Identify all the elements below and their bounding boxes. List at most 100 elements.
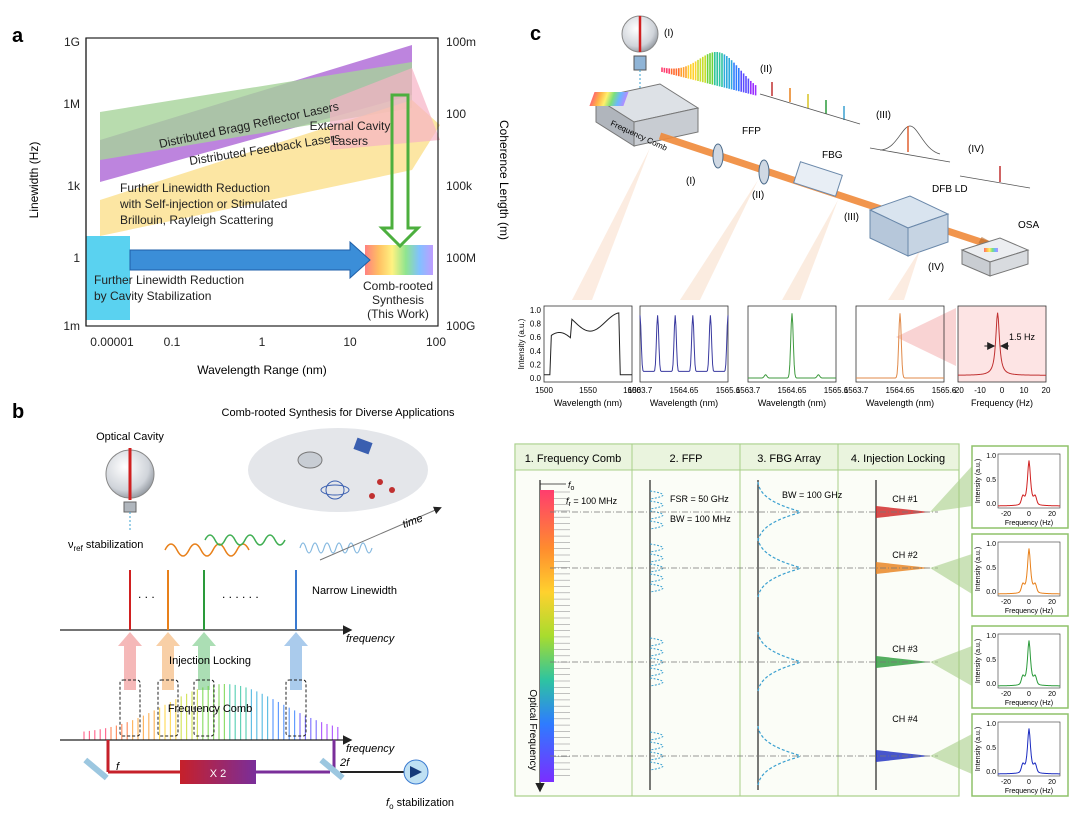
plot-y-tick: 0.2 (530, 360, 542, 369)
inset-y-tick: 1.0 (986, 541, 996, 548)
inset-x-tick: -20 (1001, 779, 1011, 786)
inset-y-label: Intensity (a.u.) (975, 547, 982, 591)
applications-cloud (248, 428, 428, 512)
inset-frame (971, 445, 1069, 529)
x-tick: 10 (343, 335, 357, 349)
ffp-peak (649, 731, 664, 741)
y-left-tick: 1G (64, 35, 80, 49)
comb-teeth (83, 684, 339, 740)
inset-y-label: Intensity (a.u.) (975, 639, 982, 683)
channel-label: CH #3 (892, 644, 918, 654)
header-fbg-array: 3. FBG Array (757, 453, 821, 465)
inset-y-tick: 0.5 (986, 477, 996, 484)
brillouin-label-3: Brillouin, Rayleigh Scattering (120, 213, 273, 227)
dfb-label: DFB LD (932, 184, 968, 195)
osa-label: OSA (1018, 220, 1039, 231)
plot-x-tick: 0 (1000, 386, 1005, 395)
ffp-peak (649, 637, 664, 647)
plot-x-label: Wavelength (nm) (866, 398, 934, 408)
fr-label: fr = 100 MHz (566, 496, 618, 508)
inset-y-tick: 0.0 (986, 769, 996, 776)
inset-connector (930, 646, 972, 686)
inset-y-tick: 0.0 (986, 681, 996, 688)
ffp-peak (649, 500, 664, 510)
header-injection-locking: 4. Injection Locking (851, 453, 945, 465)
ffp-peak (649, 677, 664, 687)
brillouin-label-2: with Self-injection or Stimulated (119, 197, 287, 211)
inset-y-tick: 0.5 (986, 657, 996, 664)
blue-wave (299, 542, 373, 554)
inset-x-tick: 20 (1048, 779, 1056, 786)
ffp-peak (649, 647, 664, 657)
brillouin-label-1: Further Linewidth Reduction (120, 181, 270, 195)
ffp-peak (649, 563, 664, 573)
frequency-comb-label: Frequency Comb (168, 703, 252, 715)
y-left-tick: 1k (67, 179, 81, 193)
inset-x-tick: -20 (1001, 599, 1011, 606)
panel-a: a 1G 1M 1k 1 1m 100m 100 100k 100M 100G … (12, 25, 511, 377)
header-frequency-comb: 1. Frequency Comb (525, 453, 622, 465)
injection-locking-label: Injection Locking (169, 655, 251, 667)
optical-cavity-label: Optical Cavity (96, 431, 164, 443)
comb-label-1: Comb-rooted (363, 279, 433, 293)
ffp-mirror-1 (712, 143, 724, 169)
plot-x-tick: 1563.7 (844, 386, 869, 395)
mirror-right (319, 757, 345, 781)
y-right-tick: 100k (446, 179, 473, 193)
plot-x-tick: 1550 (579, 386, 597, 395)
inset-x-label: Frequency (Hz) (1005, 520, 1053, 527)
cavity-label-1: Further Linewidth Reduction (94, 273, 244, 287)
green-arrow (378, 93, 422, 249)
2f-label: 2f (339, 757, 350, 769)
plot-x-label: Wavelength (nm) (650, 398, 718, 408)
green-wave (204, 534, 286, 546)
time-label: time (401, 512, 425, 530)
time-arrow (319, 506, 442, 561)
panel-b-letter: b (12, 401, 24, 423)
channel-insets: 1.0 0.5 0.0 -20 0 20 Frequency (Hz) Intensity (… (930, 445, 1069, 797)
label-IV-top: (IV) (968, 144, 984, 155)
panel-a-letter: a (12, 25, 24, 47)
fbg-tube (793, 161, 843, 197)
plot-frame (747, 305, 837, 383)
x2-label: X 2 (210, 768, 227, 780)
label-I: (I) (686, 176, 695, 187)
inset-y-tick: 1.0 (986, 721, 996, 728)
ffp-peak (649, 543, 664, 553)
comb-label-2: Synthesis (372, 293, 424, 307)
plot-y-label: Intensity (a.u.) (517, 318, 526, 369)
comb-spectrum (661, 52, 757, 96)
bw-ffp-label: BW = 100 MHz (670, 514, 731, 524)
f0-label: fo (568, 480, 575, 492)
ffp-peak (649, 490, 664, 500)
label-I-top: (I) (664, 28, 673, 39)
inset-y-tick: 0.0 (986, 501, 996, 508)
ffp-peak (649, 520, 664, 530)
plot-x-tick: 20 (1042, 386, 1051, 395)
inset-x-tick: 20 (1048, 599, 1056, 606)
inset-x-tick: 20 (1048, 691, 1056, 698)
plot-x-tick: -20 (952, 386, 964, 395)
plot-x-tick: 10 (1020, 386, 1029, 395)
frequency-label-top: frequency (346, 633, 396, 645)
x-tick: 0.1 (164, 335, 181, 349)
inset-x-tick: -20 (1001, 691, 1011, 698)
inset-axes (997, 721, 1061, 777)
mirror-left (83, 757, 109, 781)
label-II: (II) (752, 190, 764, 201)
channel-label: CH #1 (892, 494, 918, 504)
f0-stabilization-label: fo stabilization (386, 797, 454, 811)
plot-trace (639, 315, 729, 372)
inset-y-tick: 0.0 (986, 589, 996, 596)
plot-x-tick: 1563.7 (736, 386, 761, 395)
inset-x-tick: 0 (1027, 599, 1031, 606)
plot-trace (748, 313, 836, 379)
inset-x-tick: 20 (1048, 511, 1056, 518)
inset-axes (997, 633, 1061, 689)
plot-x-tick: 1563.7 (628, 386, 653, 395)
panel-b-title: Comb-rooted Synthesis for Diverse Applic… (222, 407, 455, 419)
y-right-tick: 100M (446, 251, 476, 265)
plot-trace (856, 313, 944, 379)
plot-y-tick: 1.0 (530, 306, 542, 315)
